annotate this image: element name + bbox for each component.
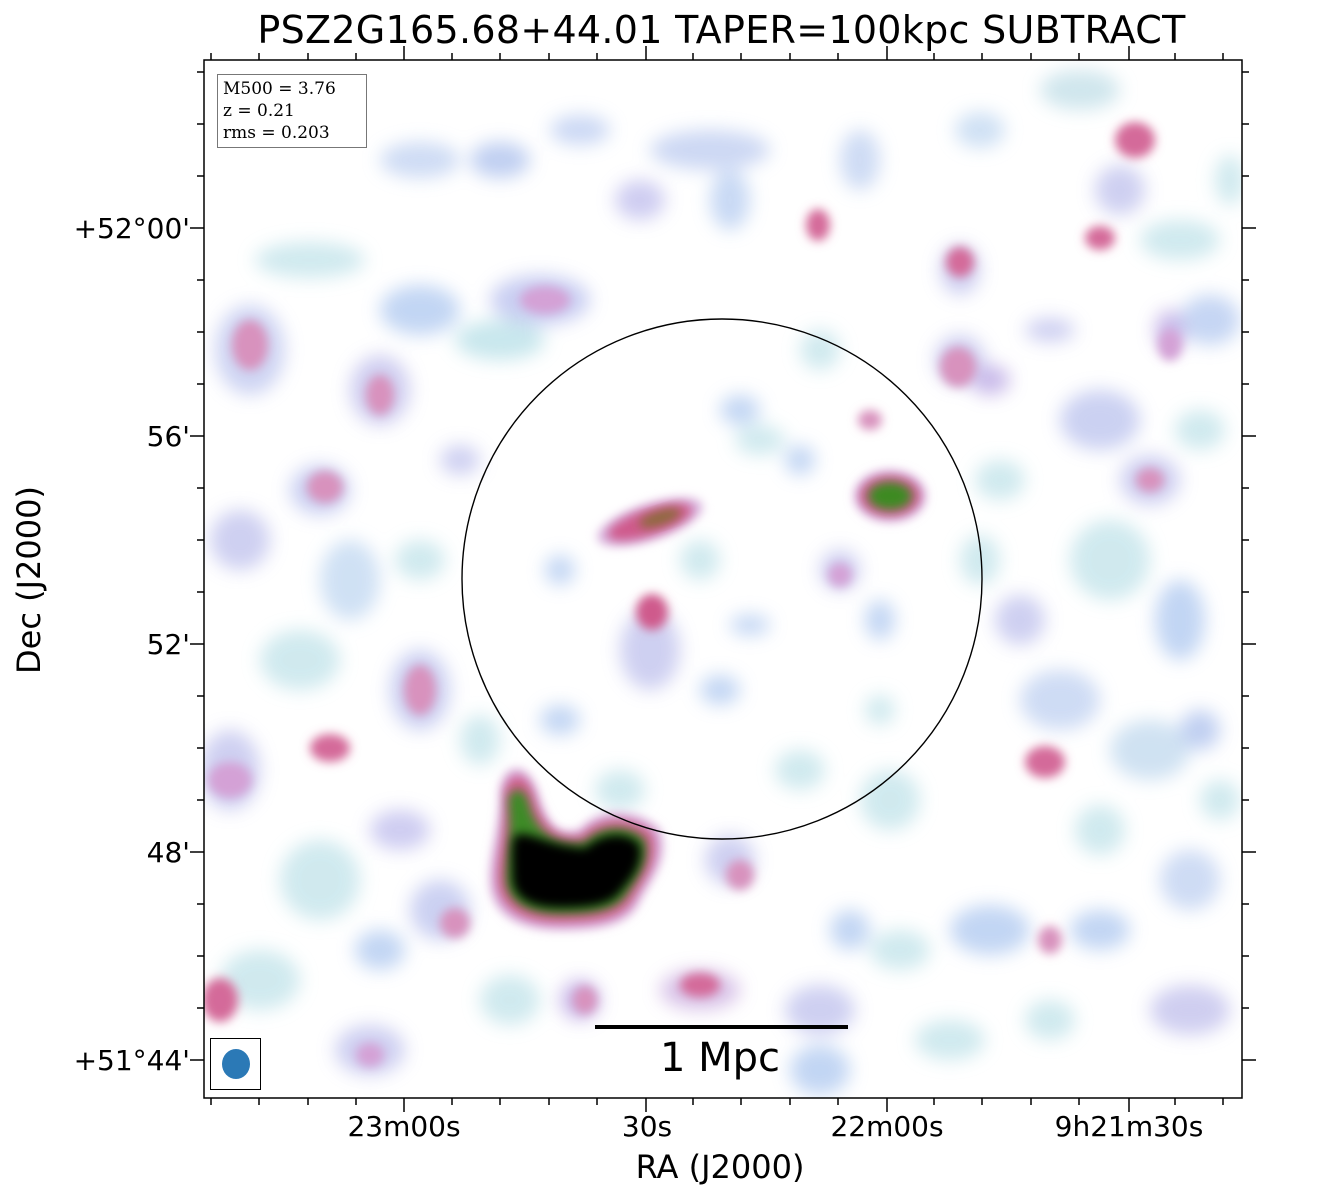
ytick-label: 52' bbox=[146, 628, 190, 661]
xtick-label: 22m00s bbox=[830, 1110, 944, 1143]
xtick-label: 9h21m30s bbox=[1054, 1110, 1204, 1143]
rms-text: rms = 0.203 bbox=[223, 123, 330, 143]
ytick-label: 56' bbox=[146, 420, 190, 453]
axis-ticks bbox=[190, 46, 1256, 1112]
ytick-label: 48' bbox=[146, 836, 190, 869]
bright-extended-source bbox=[490, 768, 663, 930]
r500-circle bbox=[461, 318, 983, 840]
radio-image bbox=[204, 60, 1242, 1098]
beam-box bbox=[210, 1038, 261, 1090]
xtick-label: 23m00s bbox=[347, 1110, 461, 1143]
cluster-info-box: M500 = 3.76 z = 0.21 rms = 0.203 bbox=[217, 74, 367, 148]
x-axis-label: RA (J2000) bbox=[635, 1148, 805, 1186]
east-compact-source bbox=[854, 470, 926, 522]
beam-ellipse-icon bbox=[222, 1049, 250, 1079]
scalebar-label: 1 Mpc bbox=[659, 1035, 781, 1081]
plot-frame bbox=[203, 59, 1243, 1099]
xtick-label: 30s bbox=[621, 1110, 673, 1143]
redshift-text: z = 0.21 bbox=[223, 101, 295, 121]
y-axis-label: Dec (J2000) bbox=[10, 486, 48, 674]
ytick-label: +51°44' bbox=[73, 1044, 190, 1077]
compact-emission bbox=[204, 122, 1182, 1067]
central-source bbox=[597, 497, 703, 630]
ytick-label: +52°00' bbox=[73, 212, 190, 245]
plot-title: PSZ2G165.68+44.01 TAPER=100kpc SUBTRACT bbox=[257, 8, 1186, 52]
mass-text: M500 = 3.76 bbox=[223, 79, 336, 99]
